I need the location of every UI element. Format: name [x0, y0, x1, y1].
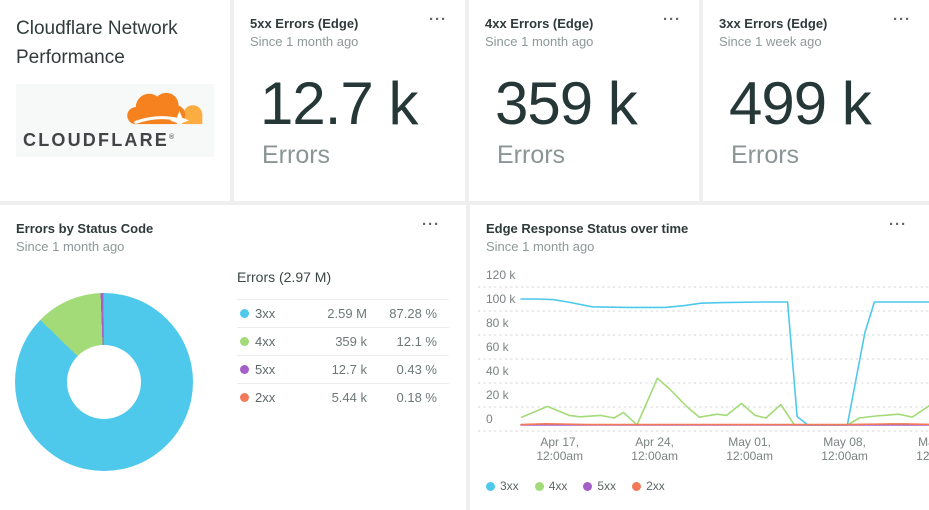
card-subtitle: Since 1 month ago — [485, 34, 594, 49]
series-value: 2.59 M — [327, 306, 367, 321]
cloudflare-cloud-icon — [113, 86, 208, 137]
timeseries-plot — [478, 286, 929, 432]
donut-chart[interactable] — [15, 293, 193, 471]
legend-dot-4xx — [534, 481, 544, 491]
legend-item-4xx[interactable]: 4xx — [534, 479, 568, 493]
card-title: 3xx Errors (Edge) — [719, 16, 828, 31]
series-value: 12.7 k — [331, 362, 367, 377]
series-label: 4xx — [255, 334, 276, 349]
card-menu-icon[interactable]: ··· — [893, 11, 911, 28]
x-axis-tick-label: Apr 17, 12:00am — [536, 435, 584, 463]
pie-legend-row-5xx[interactable]: 5xx 12.7 k 0.43 % — [237, 355, 449, 383]
y-axis-tick-label: 80 k — [486, 316, 509, 330]
series-percent: 0.18 % — [396, 390, 437, 405]
card-subtitle: Since 1 month ago — [250, 34, 359, 49]
legend-label: 2xx — [646, 479, 665, 493]
stat-unit: Errors — [497, 141, 566, 169]
pie-legend-title: Errors (2.97 M) — [237, 269, 332, 285]
series-percent: 87.28 % — [389, 306, 437, 321]
y-axis-tick-label: 100 k — [486, 292, 516, 306]
card-menu-icon[interactable]: ··· — [422, 216, 440, 233]
x-axis-tick-label: May 08, 12:00am — [821, 435, 868, 463]
dashboard-title: Cloudflare Network Performance — [16, 18, 178, 68]
y-axis-tick-label: 0 — [486, 412, 493, 426]
stat-card-4xx-errors: 4xx Errors (Edge) Since 1 month ago ··· … — [469, 0, 699, 201]
series-label: 3xx — [255, 306, 276, 321]
timeseries-chart: 120 k 100 k 80 k 60 k 40 k 20 k 0 Apr 17, 12:00… — [470, 265, 929, 495]
y-axis-tick-label: 20 k — [486, 388, 509, 402]
series-percent: 12.1 % — [396, 334, 437, 349]
card-title: Edge Response Status over time — [486, 221, 689, 236]
card-menu-icon[interactable]: ··· — [889, 216, 907, 233]
legend-dot-3xx — [486, 481, 495, 491]
legend-label: 3xx — [500, 479, 519, 493]
card-subtitle: Since 1 month ago — [16, 239, 125, 254]
pie-legend-row-4xx[interactable]: 4xx 359 k 12.1 % — [237, 327, 449, 355]
x-axis-tick-label: Apr 24, 12:00am — [631, 435, 679, 463]
card-title: 5xx Errors (Edge) — [250, 16, 359, 31]
y-axis-tick-label: 40 k — [486, 364, 509, 378]
stat-value: 499 k — [729, 70, 872, 137]
series-label: 2xx — [255, 390, 276, 405]
card-menu-icon[interactable]: ··· — [663, 11, 681, 28]
registered-mark: ® — [169, 134, 175, 141]
card-title: Errors by Status Code — [16, 221, 154, 236]
series-line-4xx — [520, 377, 929, 426]
card-subtitle: Since 1 week ago — [719, 34, 822, 49]
legend-item-3xx[interactable]: 3xx — [486, 479, 519, 493]
legend-dot-5xx — [583, 481, 593, 491]
series-line-3xx — [520, 298, 929, 426]
card-title: 4xx Errors (Edge) — [485, 16, 594, 31]
series-percent: 0.43 % — [396, 362, 437, 377]
card-menu-icon[interactable]: ··· — [429, 11, 447, 28]
timeseries-legend: 3xx 4xx 5xx 2xx — [486, 479, 665, 493]
stat-unit: Errors — [731, 141, 800, 169]
series-value: 5.44 k — [331, 390, 367, 405]
legend-item-5xx[interactable]: 5xx — [583, 479, 616, 493]
pie-legend-row-3xx[interactable]: 3xx 2.59 M 87.28 % — [237, 299, 449, 327]
edge-response-status-card: Edge Response Status over time Since 1 m… — [470, 205, 929, 510]
series-line-2xx — [520, 423, 929, 426]
stat-value: 12.7 k — [260, 70, 418, 137]
legend-label: 5xx — [597, 479, 617, 493]
x-axis-tick-label: May 01, 12:00am — [726, 435, 773, 463]
stat-card-5xx-errors: 5xx Errors (Edge) Since 1 month ago ··· … — [234, 0, 465, 201]
legend-item-2xx[interactable]: 2xx — [632, 479, 665, 493]
card-subtitle: Since 1 month ago — [486, 239, 595, 254]
cloudflare-info-card: Cloudflare Network Performance CLOUDFLAR… — [0, 0, 230, 201]
series-dot-2xx — [240, 393, 249, 402]
cloudflare-wordmark: CLOUDFLARE® — [23, 130, 175, 150]
pie-legend-table: Errors (2.97 M) 3xx 2.59 M 87.28 % 4xx 3… — [237, 269, 449, 411]
stat-value: 359 k — [495, 70, 638, 137]
y-axis-tick-label: 60 k — [486, 340, 509, 354]
stat-card-3xx-errors: 3xx Errors (Edge) Since 1 week ago ··· 4… — [703, 0, 929, 201]
pie-legend-row-2xx[interactable]: 2xx 5.44 k 0.18 % — [237, 383, 449, 411]
cloudflare-logo: CLOUDFLARE® — [16, 84, 214, 157]
donut-hole — [67, 345, 141, 419]
x-axis-tick-label: May 15, 12:00am — [916, 435, 929, 463]
y-axis-tick-label: 120 k — [486, 268, 516, 282]
legend-dot-2xx — [632, 481, 642, 491]
series-value: 359 k — [335, 334, 367, 349]
series-dot-5xx — [240, 365, 249, 374]
stat-unit: Errors — [262, 141, 331, 169]
legend-label: 4xx — [548, 479, 568, 493]
errors-by-status-code-card: Errors by Status Code Since 1 month ago … — [0, 205, 466, 510]
series-label: 5xx — [255, 362, 276, 377]
series-dot-3xx — [240, 309, 249, 318]
series-dot-4xx — [240, 337, 249, 346]
